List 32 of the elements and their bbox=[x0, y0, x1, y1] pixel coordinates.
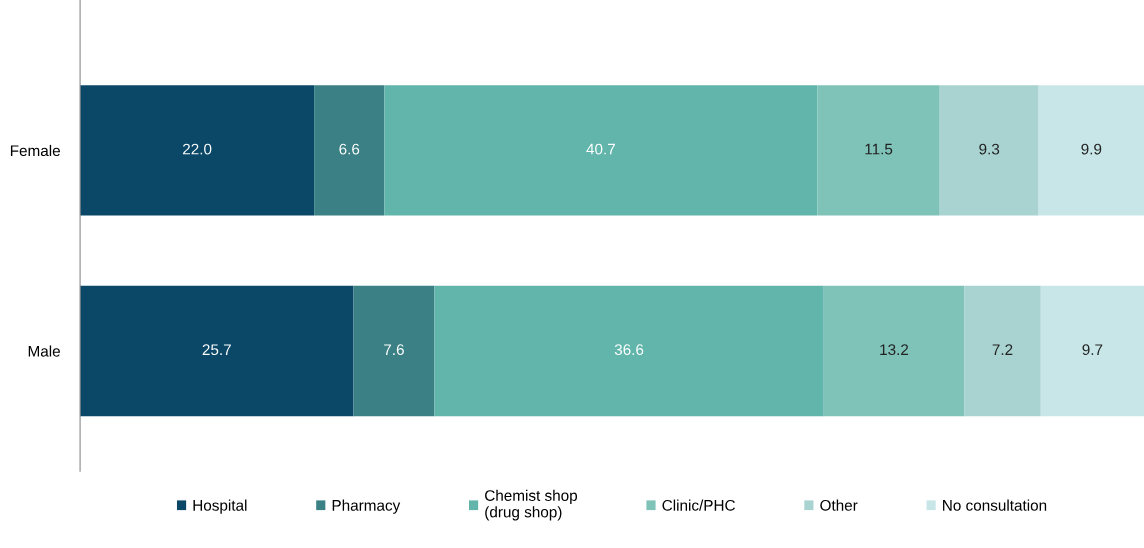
data-label: 13.2 bbox=[880, 344, 909, 356]
bar bbox=[434, 285, 824, 417]
bar bbox=[1038, 85, 1144, 216]
data-label: 36.6 bbox=[614, 344, 644, 356]
bar bbox=[80, 85, 315, 216]
legend-label: No consultation bbox=[943, 499, 1047, 511]
data-label: 40.7 bbox=[586, 143, 615, 155]
bar bbox=[939, 85, 1039, 216]
legend-label: Hospital bbox=[193, 499, 247, 514]
y-tick-label: Male bbox=[28, 345, 60, 357]
data-label: 9.3 bbox=[979, 143, 1000, 155]
data-label: 7.2 bbox=[992, 344, 1013, 355]
data-label: 9.7 bbox=[1082, 344, 1103, 356]
legend-label: Clinic/PHC bbox=[662, 499, 735, 511]
y-tick-label: Female bbox=[10, 144, 60, 157]
bar bbox=[1040, 285, 1144, 417]
bar bbox=[314, 85, 385, 216]
data-label: 11.5 bbox=[865, 143, 893, 155]
data-label: 25.7 bbox=[202, 344, 231, 356]
bar bbox=[353, 285, 435, 417]
bar bbox=[823, 285, 965, 417]
bar bbox=[384, 85, 818, 216]
data-label: 22.0 bbox=[183, 143, 212, 155]
legend-label: Other bbox=[820, 499, 858, 511]
data-label: 7.6 bbox=[384, 344, 404, 356]
data-label: 9.9 bbox=[1081, 143, 1102, 155]
bar bbox=[817, 85, 940, 216]
data-label: 6.6 bbox=[339, 143, 360, 155]
legend-label: Pharmacy bbox=[332, 499, 401, 514]
legend-label: Chemist shop (drug shop) bbox=[485, 489, 578, 521]
bar bbox=[80, 285, 354, 417]
bar bbox=[964, 285, 1041, 417]
